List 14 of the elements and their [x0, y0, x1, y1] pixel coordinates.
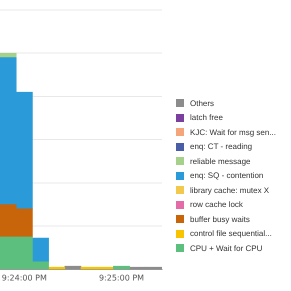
legend-label: library cache: mutex X: [190, 186, 270, 195]
legend-label: Others: [190, 98, 214, 108]
x-tick-label: 9:25:00 PM: [98, 273, 144, 282]
x-tick-label: 9:24:00 PM: [2, 273, 47, 282]
legend-label: CPU + Wait for CPU: [190, 244, 262, 253]
legend-label: buffer busy waits: [190, 214, 250, 224]
legend-label: KJC: Wait for msg sen...: [190, 128, 276, 137]
legend-label: control file sequential...: [190, 229, 272, 238]
legend-label: enq: CT - reading: [190, 142, 252, 152]
legend-label: latch free: [190, 113, 223, 122]
legend-label: reliable message: [190, 156, 250, 166]
bar: [32, 238, 49, 262]
legend-label: enq: SQ - contention: [190, 171, 264, 180]
legend-label: row cache lock: [190, 200, 243, 210]
